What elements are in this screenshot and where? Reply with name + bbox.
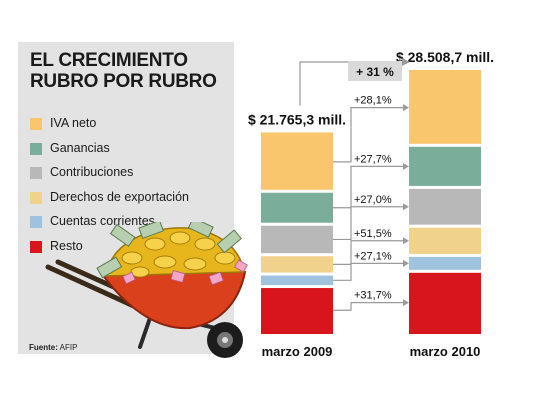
total-growth-label: + 31 % (356, 65, 394, 79)
legend-label: IVA neto (50, 116, 97, 130)
chart-title-line-2: RUBRO POR RUBRO (30, 71, 217, 92)
legend-swatch (30, 191, 42, 204)
bar-total-label: $ 28.508,7 mill. (396, 49, 494, 65)
chart-title-line-1: EL CRECIMIENTO (30, 50, 188, 71)
change-connector (333, 237, 409, 265)
wheelbarrow-wheel (207, 322, 243, 358)
banknotes (96, 222, 242, 279)
change-label: +27,0% (354, 194, 392, 206)
wheelbarrow-illustration (45, 222, 248, 358)
bar-segment (261, 288, 333, 334)
bar-total-label: $ 21.765,3 mill. (248, 111, 346, 127)
bar-segment (409, 146, 481, 186)
legend-label: Contribuciones (50, 165, 134, 180)
change-connector (333, 104, 409, 163)
legend-label: Derechos de exportación (50, 189, 189, 204)
source-label: Fuente: (29, 343, 58, 352)
change-connector (333, 259, 409, 281)
change-label: +51,5% (354, 228, 392, 240)
change-connector (333, 203, 409, 241)
source-value: AFIP (59, 343, 78, 352)
bar-segment (261, 256, 333, 273)
change-label: +27,7% (354, 153, 392, 165)
bar-segment (261, 132, 333, 190)
bar-segment (261, 225, 333, 254)
legend-swatch (30, 167, 42, 180)
change-connector (333, 162, 409, 209)
chart-title: EL CRECIMIENTO RUBRO POR RUBRO (30, 50, 217, 92)
change-label: +27,1% (354, 250, 392, 262)
legend-swatch (30, 240, 42, 253)
legend-swatch (30, 216, 42, 229)
bar-segment (261, 275, 333, 286)
change-connector (333, 299, 409, 311)
bar-segment (409, 69, 481, 144)
change-label: +31,7% (354, 290, 392, 302)
legend-swatch (30, 142, 42, 155)
bar-segment (261, 192, 333, 223)
source-note: Fuente: AFIP (29, 343, 77, 352)
paper-scraps (122, 259, 248, 286)
legend-label: Ganancias (50, 140, 110, 155)
bar-segment (409, 188, 481, 225)
bar-segment (409, 256, 481, 270)
x-tick-label: marzo 2010 (410, 344, 481, 359)
coin-pile (105, 227, 245, 278)
x-tick-label: marzo 2009 (262, 344, 333, 359)
legend-swatch (30, 118, 42, 130)
change-label: +28,1% (354, 95, 392, 107)
total-growth-badge (348, 61, 402, 81)
bar-segment (409, 272, 481, 334)
bar-segment (409, 227, 481, 254)
legend-label: Resto (50, 238, 83, 253)
legend-label: Cuentas corrientes (50, 214, 155, 229)
